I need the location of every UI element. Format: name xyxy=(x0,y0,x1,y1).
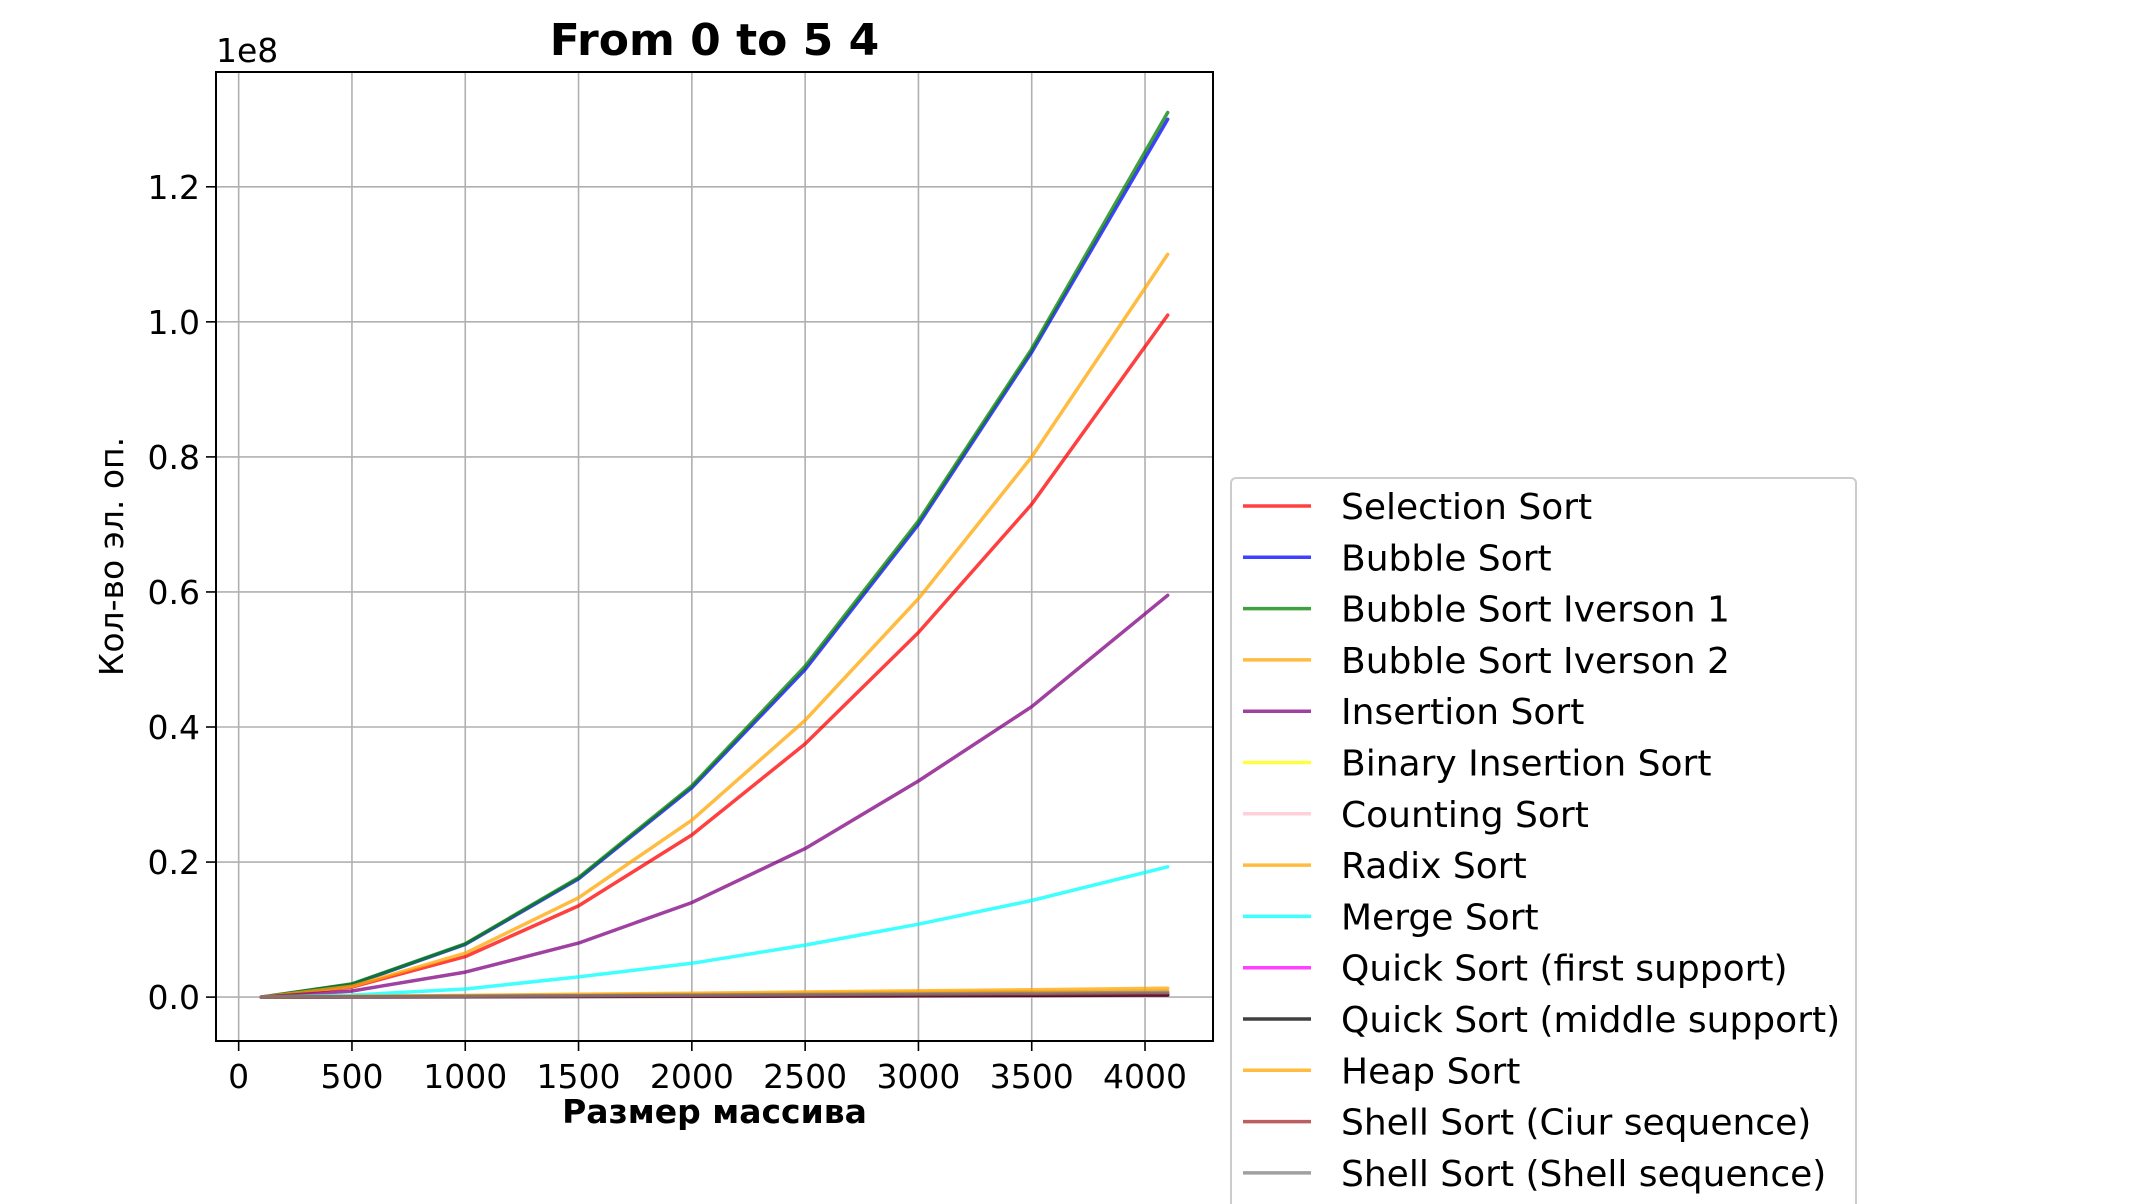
series-line-bubble-sort-iverson-2 xyxy=(259,252,1170,999)
y-offset-label: 1e8 xyxy=(216,31,278,70)
y-tick-label: 0.2 xyxy=(148,843,200,882)
y-axis-title: Кол-во эл. оп. xyxy=(92,437,131,676)
x-tick-label: 3000 xyxy=(876,1057,960,1096)
y-tick-label: 0.0 xyxy=(148,978,200,1017)
series-line-shell-sort-shell-sequence xyxy=(259,990,1170,999)
legend-item: Bubble Sort xyxy=(1243,538,1552,579)
legend-item: Bubble Sort Iverson 1 xyxy=(1243,590,1730,631)
legend-label: Bubble Sort xyxy=(1341,538,1552,579)
legend-item: Quick Sort (first support) xyxy=(1243,949,1788,990)
y-tick-label: 1.2 xyxy=(148,168,200,207)
legend-item: Shell Sort (Ciur sequence) xyxy=(1243,1103,1811,1144)
legend-label: Merge Sort xyxy=(1341,897,1539,938)
legend-label: Insertion Sort xyxy=(1341,692,1584,733)
series-lines xyxy=(259,110,1170,999)
legend-item: Quick Sort (middle support) xyxy=(1243,1000,1840,1041)
y-tick-label: 0.8 xyxy=(148,438,200,477)
legend-item: Radix Sort xyxy=(1243,846,1527,887)
series-line-insertion-sort xyxy=(259,593,1170,999)
legend: Selection Sort Bubble Sort Bubble Sort Ive… xyxy=(1230,477,1857,1204)
x-tick-label: 2000 xyxy=(650,1057,734,1096)
legend-item: Selection Sort xyxy=(1243,487,1592,528)
legend-label: Bubble Sort Iverson 1 xyxy=(1341,590,1730,631)
x-tick-label: 500 xyxy=(320,1057,383,1096)
legend-label: Shell Sort (Shell sequence) xyxy=(1341,1154,1826,1195)
legend-label: Quick Sort (middle support) xyxy=(1341,1000,1840,1041)
chart-title: From 0 to 5 4 xyxy=(550,15,879,66)
legend-label: Binary Insertion Sort xyxy=(1341,744,1711,785)
legend-label: Selection Sort xyxy=(1341,487,1592,528)
legend-item: Heap Sort xyxy=(1243,1051,1520,1092)
x-tick-label: 1500 xyxy=(537,1057,621,1096)
legend-item: Bubble Sort Iverson 2 xyxy=(1243,641,1730,682)
legend-item: Insertion Sort xyxy=(1243,692,1584,733)
series-line-bubble-sort-iverson-1 xyxy=(259,110,1170,999)
legend-item: Counting Sort xyxy=(1243,795,1589,836)
x-tick-label: 2500 xyxy=(763,1057,847,1096)
legend-label: Bubble Sort Iverson 2 xyxy=(1341,641,1730,682)
legend-item: Merge Sort xyxy=(1243,897,1539,938)
legend-label: Counting Sort xyxy=(1341,795,1589,836)
legend-label: Shell Sort (Ciur sequence) xyxy=(1341,1103,1811,1144)
y-tick-label: 0.4 xyxy=(148,708,200,747)
legend-label: Heap Sort xyxy=(1341,1051,1520,1092)
legend-item: Binary Insertion Sort xyxy=(1243,744,1711,785)
legend-item: Shell Sort (Shell sequence) xyxy=(1243,1154,1826,1195)
x-tick-label: 1000 xyxy=(423,1057,507,1096)
x-tick-label: 4000 xyxy=(1103,1057,1187,1096)
legend-box xyxy=(1230,477,1857,1204)
x-tick-label: 3500 xyxy=(990,1057,1074,1096)
series-line-merge-sort xyxy=(259,865,1170,999)
x-tick-label: 0 xyxy=(228,1057,249,1096)
y-tick-label: 1.0 xyxy=(148,303,200,342)
plot-frame xyxy=(215,71,1214,1042)
legend-label: Radix Sort xyxy=(1341,846,1527,887)
legend-label: Quick Sort (first support) xyxy=(1341,949,1788,990)
x-axis-title: Размер массива xyxy=(562,1092,867,1131)
axis-ticks: 0 500 1000 1500 2000 2500 3000 3500 4000 0.0 0.2 0.… xyxy=(148,168,1187,1096)
y-tick-label: 0.6 xyxy=(148,573,200,612)
